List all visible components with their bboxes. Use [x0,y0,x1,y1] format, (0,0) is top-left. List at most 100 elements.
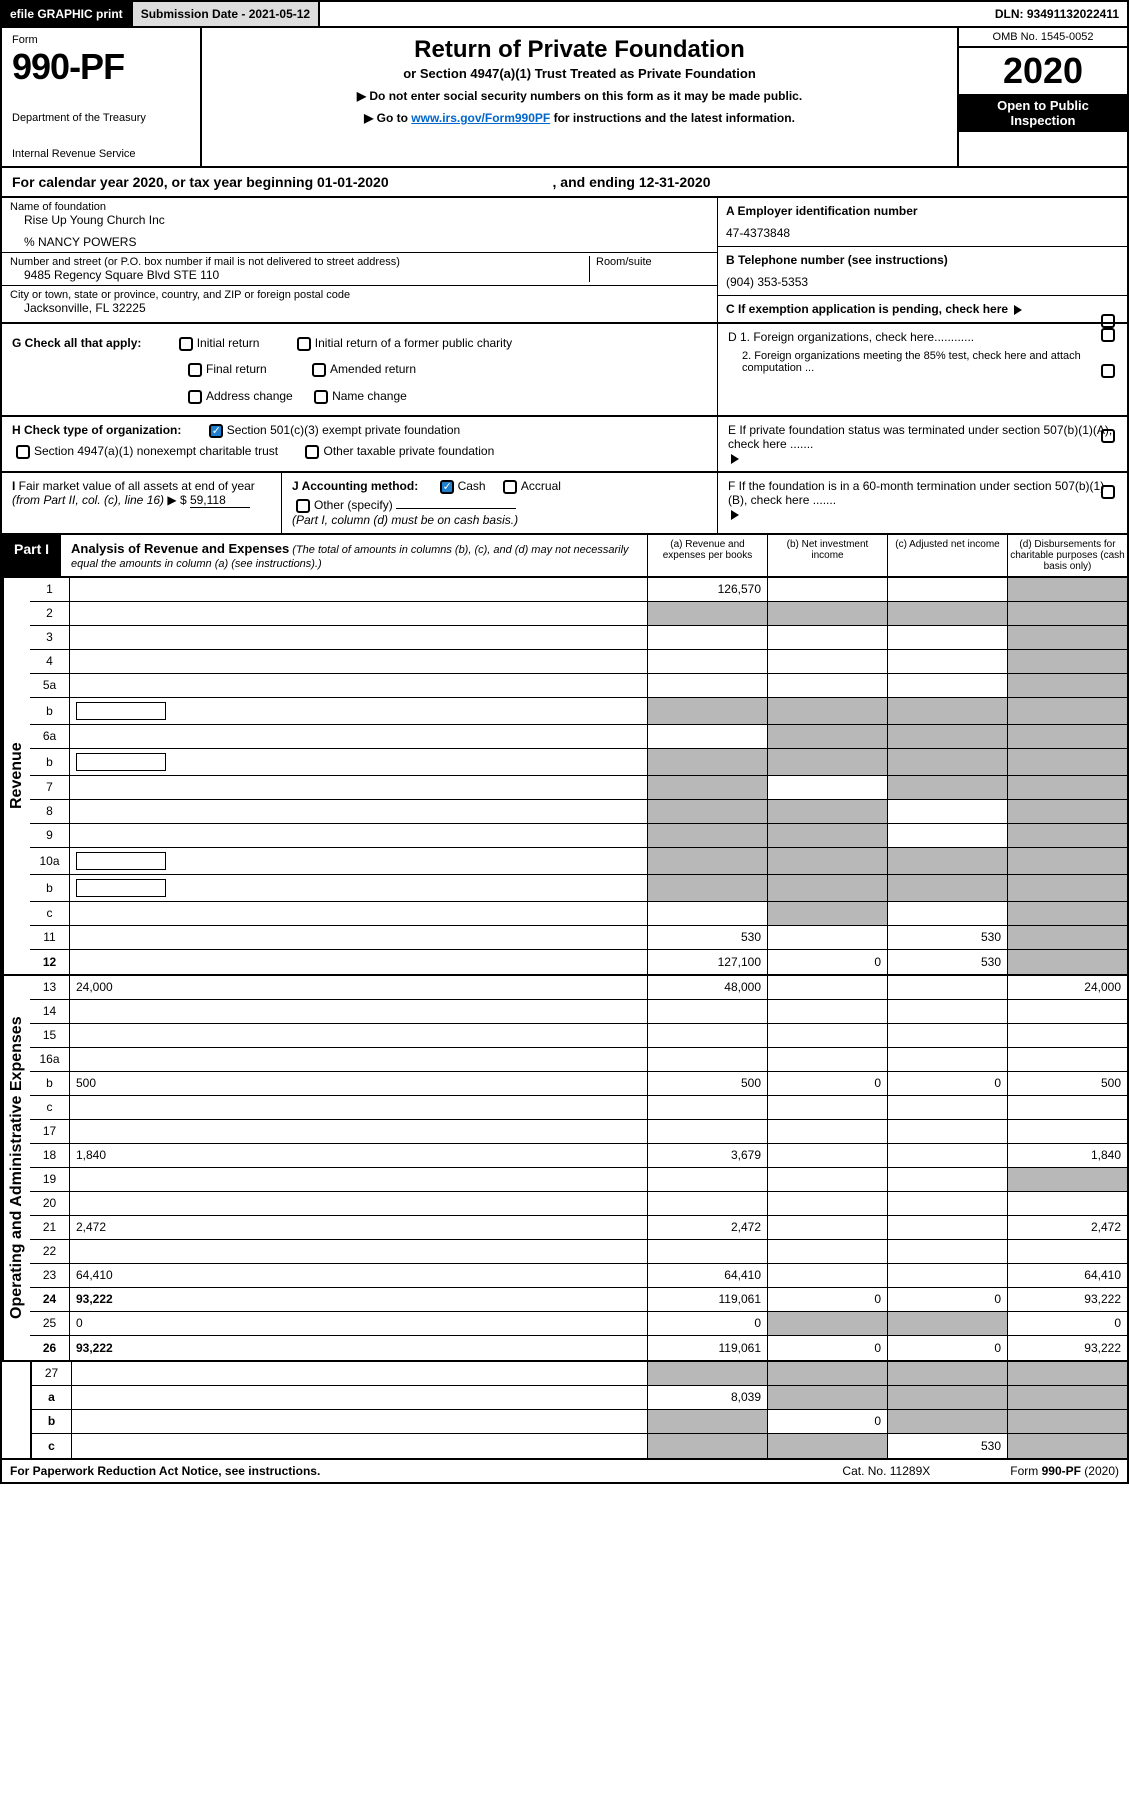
care-of: % NANCY POWERS [10,235,709,249]
table-row: 4 [30,650,1127,674]
table-row: 22 [30,1240,1127,1264]
page-footer: For Paperwork Reduction Act Notice, see … [0,1460,1129,1484]
form-title: Return of Private Foundation [210,36,949,64]
omb-number: OMB No. 1545-0052 [959,28,1127,48]
phone-value: (904) 353-5353 [726,275,1119,289]
table-row: 11530530 [30,926,1127,950]
expenses-rotate: Operating and Administrative Expenses [2,976,30,1360]
table-row: 2364,41064,41064,410 [30,1264,1127,1288]
expenses-table: Operating and Administrative Expenses 13… [0,976,1129,1362]
d1-checkbox[interactable] [1101,328,1115,342]
table-row: 25000 [30,1312,1127,1336]
irs: Internal Revenue Service [12,148,190,160]
section-i-j-f: I Fair market value of all assets at end… [0,473,1129,535]
open-inspect: Open to Public Inspection [959,94,1127,132]
h-label: H Check type of organization: [12,423,181,437]
amended-checkbox[interactable] [312,363,326,377]
j-note: (Part I, column (d) must be on cash basi… [292,513,518,527]
table-row: 181,8403,6791,840 [30,1144,1127,1168]
f-checkbox[interactable] [1101,485,1115,499]
final-checkbox[interactable] [188,363,202,377]
f-label: F If the foundation is in a 60-month ter… [728,479,1117,507]
room-label: Room/suite [589,256,709,282]
tax-year: 2020 [959,48,1127,94]
name-change-checkbox[interactable] [314,390,328,404]
table-row: 7 [30,776,1127,800]
fmv-value: 59,118 [190,493,250,508]
table-row: 9 [30,824,1127,848]
table-row: 20 [30,1192,1127,1216]
table-row: b [30,875,1127,902]
note2-post: for instructions and the latest informat… [550,111,795,125]
table-row: 5a [30,674,1127,698]
501c3-checkbox[interactable] [209,424,223,438]
4947-checkbox[interactable] [16,445,30,459]
col-b-header: (b) Net investment income [767,535,887,576]
d2-label: 2. Foreign organizations meeting the 85%… [742,350,1117,374]
ein-value: 47-4373848 [726,226,1119,240]
other-taxable-checkbox[interactable] [305,445,319,459]
other-method-checkbox[interactable] [296,499,310,513]
footer-left: For Paperwork Reduction Act Notice, see … [10,1464,320,1478]
col-d-header: (d) Disbursements for charitable purpose… [1007,535,1127,576]
j-label: J Accounting method: [292,479,418,493]
col-c-header: (c) Adjusted net income [887,535,1007,576]
arrow-icon [731,510,739,520]
form-note1: ▶ Do not enter social security numbers o… [210,89,949,103]
table-row: 12127,1000530 [30,950,1127,974]
initial-former-checkbox[interactable] [297,337,311,351]
form990pf-link[interactable]: www.irs.gov/Form990PF [411,111,550,125]
table-row: 19 [30,1168,1127,1192]
table-row: 14 [30,1000,1127,1024]
table-row: 6a [30,725,1127,749]
table-row: 212,4722,4722,472 [30,1216,1127,1240]
name-label: Name of foundation [10,201,709,213]
table-row: b [30,698,1127,725]
table-row: b0 [32,1410,1127,1434]
dept: Department of the Treasury [12,112,190,124]
note2-pre: ▶ Go to [364,111,411,125]
table-row: c [30,902,1127,926]
table-row: 16a [30,1048,1127,1072]
arrow-icon [1014,305,1022,315]
table-row: b50050000500 [30,1072,1127,1096]
table-row: 15 [30,1024,1127,1048]
table-row: 2 [30,602,1127,626]
efile-label[interactable]: efile GRAPHIC print [2,2,133,26]
d1-label: D 1. Foreign organizations, check here..… [728,330,1117,344]
g-label: G Check all that apply: [12,336,141,350]
calendar-year-row: For calendar year 2020, or tax year begi… [0,168,1129,198]
table-row: c530 [32,1434,1127,1458]
section-h-e: H Check type of organization: Section 50… [0,417,1129,473]
city-label: City or town, state or province, country… [10,289,709,301]
form-subtitle: or Section 4947(a)(1) Trust Treated as P… [210,66,949,81]
part1-header: Part I Analysis of Revenue and Expenses … [0,535,1129,578]
table-row: 1324,00048,00024,000 [30,976,1127,1000]
arrow-icon [731,454,739,464]
table-row: b [30,749,1127,776]
table-row: 8 [30,800,1127,824]
cash-checkbox[interactable] [440,480,454,494]
table-row: 2693,222119,0610093,222 [30,1336,1127,1360]
d2-checkbox[interactable] [1101,364,1115,378]
col-a-header: (a) Revenue and expenses per books [647,535,767,576]
topbar: efile GRAPHIC print Submission Date - 20… [0,0,1129,28]
phone-label: B Telephone number (see instructions) [726,253,948,267]
street-address: 9485 Regency Square Blvd STE 110 [10,268,589,282]
table-row: 3 [30,626,1127,650]
addr-change-checkbox[interactable] [188,390,202,404]
table-row: 1126,570 [30,578,1127,602]
addr-label: Number and street (or P.O. box number if… [10,256,589,268]
e-checkbox[interactable] [1101,429,1115,443]
table-row: a8,039 [32,1386,1127,1410]
revenue-rotate: Revenue [2,578,30,974]
table-row: 2493,222119,0610093,222 [30,1288,1127,1312]
form-header: Form 990-PF Department of the Treasury I… [0,28,1129,168]
section-g-d: G Check all that apply: Initial return I… [0,324,1129,417]
summary-table: 27a8,039b0c530 [0,1362,1129,1460]
accrual-checkbox[interactable] [503,480,517,494]
initial-checkbox[interactable] [179,337,193,351]
part1-label: Part I [2,535,61,576]
table-row: 17 [30,1120,1127,1144]
e-label: E If private foundation status was termi… [728,423,1117,451]
